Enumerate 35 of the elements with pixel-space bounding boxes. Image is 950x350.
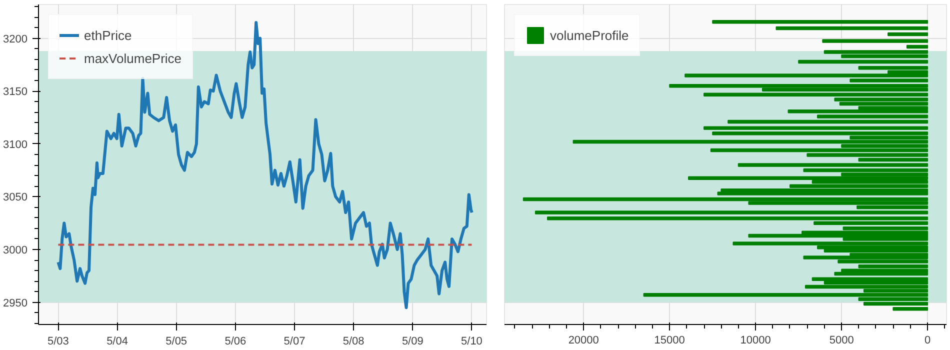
legend-label: volumeProfile bbox=[550, 28, 629, 42]
x-tick-label: 5/10 bbox=[461, 336, 482, 348]
legend-label: maxVolumePrice bbox=[84, 50, 182, 66]
bar bbox=[717, 192, 928, 196]
bar bbox=[643, 293, 928, 297]
y-tick-label: 3050 bbox=[3, 192, 28, 204]
x-tick-label: 5/05 bbox=[166, 336, 188, 348]
y-tick-label: 3100 bbox=[3, 138, 28, 151]
x-tick-label: 0 bbox=[924, 334, 931, 346]
bar bbox=[712, 20, 928, 24]
legend-label: ethPrice bbox=[84, 28, 132, 42]
y-tick-label: 3000 bbox=[3, 244, 28, 257]
x-tick-label: 5/04 bbox=[106, 336, 128, 348]
x-tick-label: 10000 bbox=[740, 334, 771, 346]
x-tick-label: 5/08 bbox=[342, 336, 364, 348]
y-tick-label: 2950 bbox=[3, 297, 28, 310]
x-tick-label: 5/03 bbox=[47, 336, 69, 348]
x-tick-label: 5000 bbox=[829, 334, 854, 346]
x-tick-label: 20000 bbox=[568, 334, 599, 346]
bar bbox=[804, 284, 928, 289]
y-tick-label: 3150 bbox=[3, 86, 28, 98]
bar bbox=[798, 60, 928, 64]
x-tick-label: 5/09 bbox=[402, 336, 424, 348]
bar bbox=[803, 256, 928, 260]
bar bbox=[822, 39, 928, 43]
bar bbox=[888, 32, 928, 36]
bar bbox=[688, 176, 928, 180]
y-tick-label: 3200 bbox=[3, 33, 28, 46]
bar bbox=[522, 197, 928, 202]
x-tick-label: 15000 bbox=[654, 334, 685, 346]
bar bbox=[572, 140, 928, 144]
bar bbox=[858, 66, 928, 70]
x-tick-label: 5/07 bbox=[284, 336, 306, 348]
bar bbox=[776, 26, 928, 30]
x-tick-label: 5/06 bbox=[224, 336, 246, 348]
